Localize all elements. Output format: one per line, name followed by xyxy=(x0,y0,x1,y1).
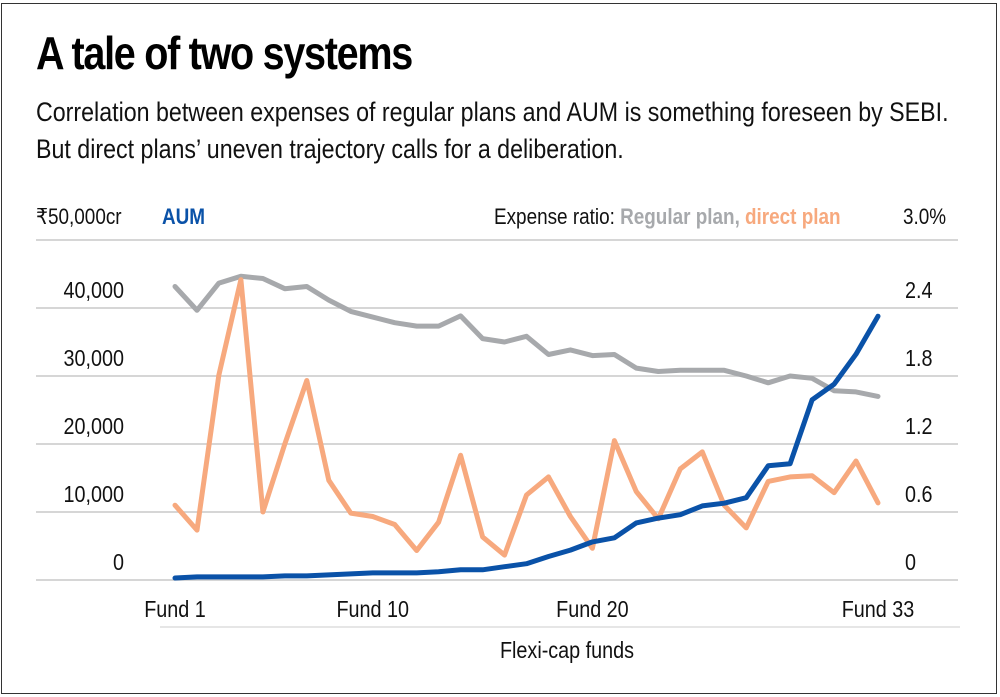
x-axis-label: Flexi-cap funds xyxy=(500,638,634,664)
left-tick-label: 10,000 xyxy=(64,482,125,508)
right-axis-unit: 3.0% xyxy=(903,205,946,230)
left-tick-label: 0 xyxy=(113,550,124,576)
legend-header: Expense ratio: Regular plan, direct plan xyxy=(494,205,841,230)
right-tick-label: 0 xyxy=(905,550,916,576)
x-tick-label: Fund 20 xyxy=(556,597,629,623)
chart-title: A tale of two systems xyxy=(36,27,413,79)
right-tick-label: 2.4 xyxy=(905,278,933,304)
series-line-aum xyxy=(172,313,881,581)
x-tick-label: Fund 1 xyxy=(144,597,206,623)
legend-prefix: Expense ratio: xyxy=(494,205,620,230)
left-tick-label: 40,000 xyxy=(64,278,125,304)
right-tick-label: 1.8 xyxy=(905,346,932,372)
series-group xyxy=(172,273,881,581)
right-tick-label: 1.2 xyxy=(905,414,932,440)
x-axis-ticks: Fund 1 Fund 10 Fund 20 Fund 33 xyxy=(144,597,914,623)
legend-direct-plan: direct plan xyxy=(745,205,841,230)
x-tick-label: Fund 10 xyxy=(336,597,409,623)
legend-aum: AUM xyxy=(162,205,205,230)
legend-regular-plan: Regular plan, xyxy=(620,205,740,230)
left-axis-ticks: 0 10,000 20,000 30,000 40,000 xyxy=(64,278,125,576)
x-tick-label: Fund 33 xyxy=(842,597,915,623)
left-tick-label: 20,000 xyxy=(64,414,125,440)
series-line-direct-plan xyxy=(172,277,881,558)
chart-subtitle: Correlation between expenses of regular … xyxy=(36,97,949,164)
chart-frame xyxy=(1,3,997,694)
right-tick-label: 0.6 xyxy=(905,482,932,508)
left-axis-unit: ₹50,000cr xyxy=(36,205,122,230)
right-axis-ticks: 0 0.6 1.2 1.8 2.4 xyxy=(905,278,933,576)
gridlines xyxy=(36,239,958,581)
left-tick-label: 30,000 xyxy=(64,346,125,372)
